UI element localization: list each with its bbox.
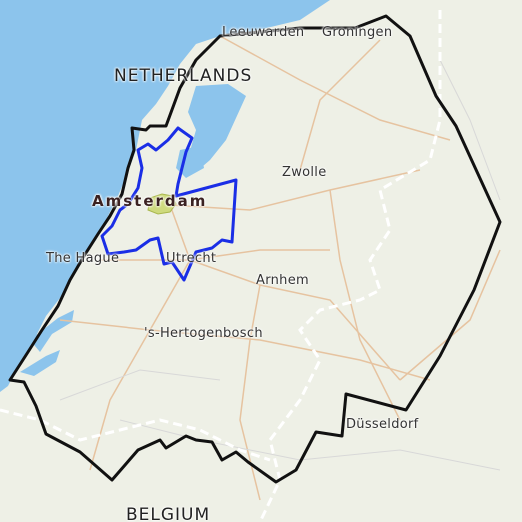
- north-sea: [0, 0, 330, 392]
- amsterdam-highlight: [147, 193, 177, 215]
- label-zwolle: Zwolle: [282, 165, 327, 180]
- label-netherlands: NETHERLANDS: [114, 66, 253, 86]
- label-amsterdam: Amsterdam: [92, 192, 208, 210]
- label-hertogenbosch: 's-Hertogenbosch: [144, 326, 263, 341]
- ijsselmeer: [188, 84, 246, 172]
- label-belgium: BELGIUM: [126, 505, 211, 522]
- label-dusseldorf: Düsseldorf: [346, 417, 419, 432]
- road-network: [59, 35, 501, 501]
- label-groningen: Groningen: [322, 25, 393, 40]
- inner-boundary: [100, 126, 238, 282]
- country-border: [258, 10, 442, 522]
- label-utrecht: Utrecht: [166, 251, 217, 266]
- delta-water-2: [20, 350, 60, 376]
- belgium-border: [0, 408, 271, 462]
- label-arnhem: Arnhem: [256, 273, 309, 288]
- label-leeuwarden: Leeuwarden: [222, 25, 305, 40]
- outer-boundary: [8, 14, 502, 484]
- label-the-hague: The Hague: [46, 251, 120, 266]
